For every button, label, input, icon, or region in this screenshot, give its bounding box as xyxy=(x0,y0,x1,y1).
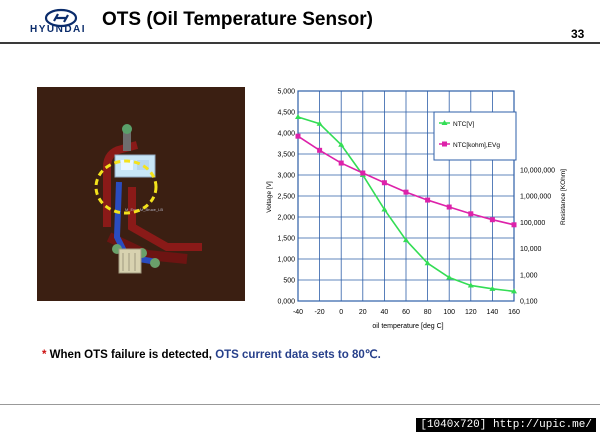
resistance-point xyxy=(381,180,387,186)
resistance-point xyxy=(446,204,452,210)
voltage-point xyxy=(467,282,474,288)
failure-note: * When OTS failure is detected, OTS curr… xyxy=(42,347,381,361)
voltage-point xyxy=(511,288,517,294)
x-tick-label: 80 xyxy=(424,309,432,316)
resistance-point xyxy=(489,217,495,223)
y-tick-label: 1,000 xyxy=(277,257,295,264)
x-tick-label: 60 xyxy=(402,309,410,316)
resistance-point xyxy=(338,160,344,166)
y-tick-label: 2,500 xyxy=(277,194,295,201)
voltage-point xyxy=(381,206,388,212)
resistance-point xyxy=(360,170,366,176)
x-tick-label: 100 xyxy=(443,309,455,316)
watermark: [1040x720] http://upic.me/ xyxy=(416,418,596,432)
resistance-point xyxy=(317,147,323,153)
voltage-point xyxy=(446,274,453,280)
sensor-photo: M_Eng_M_Bruce_LB xyxy=(37,87,245,301)
y-tick-label: 0,000 xyxy=(277,299,295,306)
legend-label-ntc-v: NTC[V] xyxy=(453,121,475,128)
note-highlight: OTS current data sets to 80℃. xyxy=(215,349,381,361)
resistance-point xyxy=(425,197,431,203)
x-tick-label: 140 xyxy=(487,309,499,316)
footer-divider xyxy=(0,404,600,405)
page-number: 33 xyxy=(571,27,585,41)
y2-tick-label: 10,000,000 xyxy=(520,167,555,174)
resistance-point xyxy=(468,211,474,217)
y-tick-label: 2,000 xyxy=(277,215,295,222)
voltage-point xyxy=(338,141,345,147)
x-tick-label: -20 xyxy=(315,309,325,316)
resistance-point xyxy=(511,222,517,228)
y2-axis-label: Resistance [KOhm] xyxy=(560,169,567,225)
y-tick-label: 5,000 xyxy=(277,89,295,96)
y-axis-label: Voltage [V] xyxy=(266,181,273,213)
x-tick-label: -40 xyxy=(293,309,303,316)
x-axis-label: oil temperature [deg C] xyxy=(372,323,443,330)
y-axis-ticks: 0,000 500 1,000 1,500 2,000 2,500 3,000 3,500 4,… xyxy=(277,89,295,306)
y-tick-label: 3,500 xyxy=(277,152,295,159)
x-tick-label: 40 xyxy=(381,309,389,316)
y2-tick-label: 0,100 xyxy=(520,299,538,306)
chart-legend: NTC[V] NTC[kohm],EVg xyxy=(433,111,517,161)
voltage-point xyxy=(489,285,496,291)
header-divider xyxy=(0,42,600,44)
photo-marking: M_Eng_M_Bruce_LB xyxy=(125,207,163,212)
y2-tick-label: 10,000 xyxy=(520,246,542,253)
x-tick-label: 20 xyxy=(359,309,367,316)
page-title: OTS (Oil Temperature Sensor) xyxy=(102,9,373,30)
voltage-point xyxy=(424,260,431,266)
ots-characteristic-chart: 0,000 500 1,000 1,500 2,000 2,500 3,000 3,500 4,… xyxy=(266,89,567,331)
x-tick-label: 0 xyxy=(339,309,343,316)
y-tick-label: 3,000 xyxy=(277,173,295,180)
y2-tick-label: 100,000 xyxy=(520,220,545,227)
voltage-point xyxy=(295,114,301,120)
note-star: * xyxy=(42,349,47,361)
y-tick-label: 4,000 xyxy=(277,131,295,138)
hyundai-logo-icon xyxy=(44,8,78,28)
resistance-point xyxy=(403,189,409,195)
x-axis-ticks: -40 -20 0 20 40 60 80 100 120 140 160 xyxy=(293,309,520,316)
y-tick-label: 500 xyxy=(283,278,295,285)
note-text: When OTS failure is detected, xyxy=(46,349,216,361)
y-tick-label: 1,500 xyxy=(277,236,295,243)
y-tick-label: 4,500 xyxy=(277,110,295,117)
brand-name: HYUNDAI xyxy=(30,24,87,35)
legend-label-ntc-kohm: NTC[kohm],EVg xyxy=(453,142,500,149)
voltage-point xyxy=(403,237,409,243)
y2-tick-label: 1,000 xyxy=(520,272,538,279)
chart-series xyxy=(295,114,517,294)
voltage-point xyxy=(316,120,323,126)
resistance-point xyxy=(295,133,301,139)
y2-tick-label: 1,000,000 xyxy=(520,194,551,201)
y2-axis-ticks: 0,100 1,000 10,000 100,000 1,000,000 10,000,0… xyxy=(520,167,555,305)
x-tick-label: 160 xyxy=(508,309,520,316)
x-tick-label: 120 xyxy=(465,309,477,316)
